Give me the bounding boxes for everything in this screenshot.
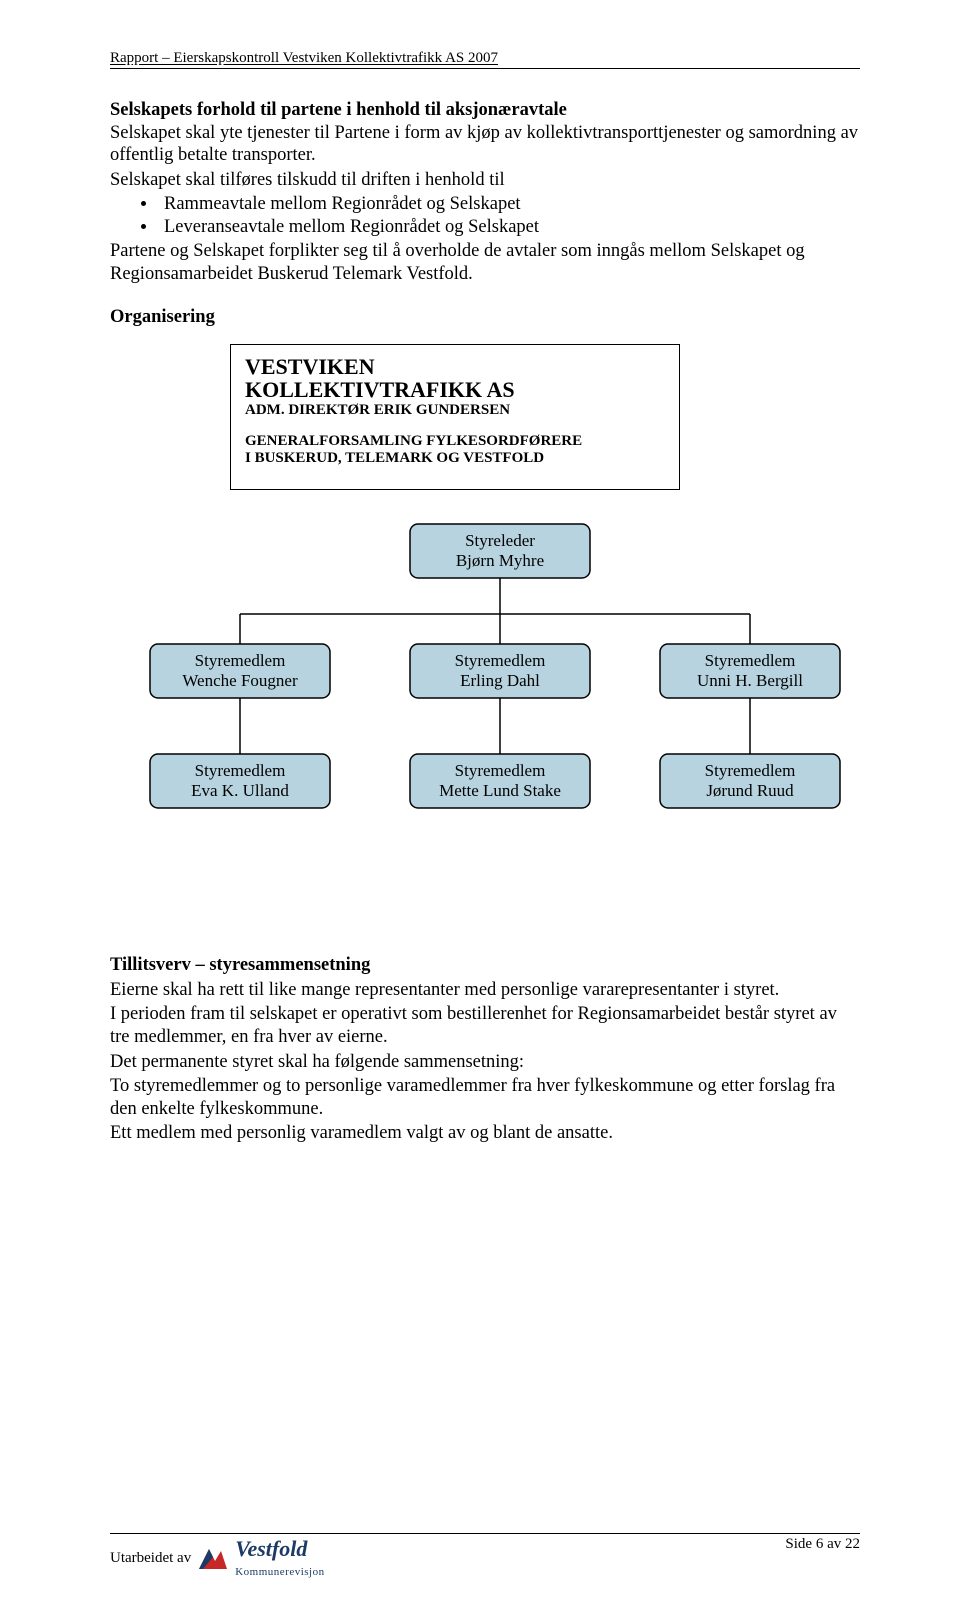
bullet-list: Rammeavtale mellom Regionrådet og Selska… — [110, 193, 860, 238]
section-1-para: Selskapet skal yte tjenester til Partene… — [110, 122, 860, 167]
section-2-title: Tillitsverv – styresammensetning — [110, 955, 370, 975]
org-chart: StyrelederBjørn MyhreStyremedlemWenche F… — [110, 514, 860, 824]
svg-text:Styremedlem: Styremedlem — [705, 651, 796, 670]
svg-text:Bjørn Myhre: Bjørn Myhre — [456, 551, 544, 570]
page-number: Side 6 av 22 — [785, 1536, 860, 1553]
svg-text:Styremedlem: Styremedlem — [455, 761, 546, 780]
svg-text:Wenche Fougner: Wenche Fougner — [182, 671, 298, 690]
svg-text:Styreleder: Styreleder — [465, 531, 535, 550]
svg-text:Styremedlem: Styremedlem — [195, 651, 286, 670]
company-info-box: VESTVIKEN KOLLEKTIVTRAFIKK AS ADM. DIREK… — [230, 344, 680, 490]
infobox-line-4: GENERALFORSAMLING FYLKESORDFØRERE — [245, 433, 665, 450]
logo-text: Vestfold Kommunerevisjon — [235, 1536, 324, 1580]
page-footer: Utarbeidet av Vestfold Kommunerevisjon S… — [110, 1533, 860, 1580]
svg-text:Eva K. Ulland: Eva K. Ulland — [191, 781, 289, 800]
svg-text:Styremedlem: Styremedlem — [195, 761, 286, 780]
logo-top: Vestfold — [235, 1536, 307, 1561]
svg-text:Styremedlem: Styremedlem — [455, 651, 546, 670]
svg-text:Jørund Ruud: Jørund Ruud — [706, 781, 794, 800]
bullet-item: Leveranseavtale mellom Regionrådet og Se… — [158, 216, 860, 239]
section-1-tail: Partene og Selskapet forplikter seg til … — [110, 240, 860, 285]
organisering-heading: Organisering — [110, 306, 860, 329]
logo-bottom: Kommunerevisjon — [235, 1566, 324, 1578]
svg-text:Erling Dahl: Erling Dahl — [460, 671, 540, 690]
org-node: StyremedlemErling Dahl — [410, 644, 590, 698]
section-2-p5: Ett medlem med personlig varamedlem valg… — [110, 1122, 860, 1145]
infobox-line-5: I BUSKERUD, TELEMARK OG VESTFOLD — [245, 450, 665, 467]
org-node: StyrelederBjørn Myhre — [410, 524, 590, 578]
section-1-lead: Selskapet skal tilføres tilskudd til dri… — [110, 169, 860, 192]
footer-left-text: Utarbeidet av — [110, 1550, 191, 1567]
org-node: StyremedlemEva K. Ulland — [150, 754, 330, 808]
section-2-p3: Det permanente styret skal ha følgende s… — [110, 1051, 860, 1074]
org-node: StyremedlemJørund Ruud — [660, 754, 840, 808]
org-chart-svg: StyrelederBjørn MyhreStyremedlemWenche F… — [110, 514, 880, 824]
bullet-item: Rammeavtale mellom Regionrådet og Selska… — [158, 193, 860, 216]
section-1-title: Selskapets forhold til partene i henhold… — [110, 99, 860, 122]
org-node: StyremedlemWenche Fougner — [150, 644, 330, 698]
section-2-p1: Eierne skal ha rett til like mange repre… — [110, 979, 860, 1002]
page: Rapport – Eierskapskontroll Vestviken Ko… — [0, 0, 960, 1618]
infobox-line-2: KOLLEKTIVTRAFIKK AS — [245, 378, 665, 401]
org-node: StyremedlemUnni H. Bergill — [660, 644, 840, 698]
section-2-p4: To styremedlemmer og to personlige varam… — [110, 1075, 860, 1120]
logo-icon — [197, 1543, 229, 1573]
org-node: StyremedlemMette Lund Stake — [410, 754, 590, 808]
infobox-line-1: VESTVIKEN — [245, 355, 665, 378]
svg-text:Styremedlem: Styremedlem — [705, 761, 796, 780]
infobox-line-3: ADM. DIREKTØR ERIK GUNDERSEN — [245, 402, 665, 419]
svg-text:Mette Lund Stake: Mette Lund Stake — [439, 781, 561, 800]
svg-text:Unni H. Bergill: Unni H. Bergill — [697, 671, 803, 690]
running-header: Rapport – Eierskapskontroll Vestviken Ko… — [110, 50, 860, 69]
section-2-p2: I perioden fram til selskapet er operati… — [110, 1003, 860, 1048]
